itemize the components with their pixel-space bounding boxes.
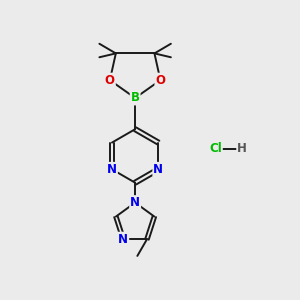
Text: B: B bbox=[130, 92, 140, 104]
Text: Cl: Cl bbox=[209, 142, 222, 155]
Text: N: N bbox=[118, 233, 128, 246]
Text: N: N bbox=[107, 163, 117, 176]
Text: N: N bbox=[130, 196, 140, 209]
Text: O: O bbox=[155, 74, 165, 87]
Text: O: O bbox=[105, 74, 115, 87]
Text: N: N bbox=[153, 163, 163, 176]
Text: H: H bbox=[237, 142, 247, 155]
